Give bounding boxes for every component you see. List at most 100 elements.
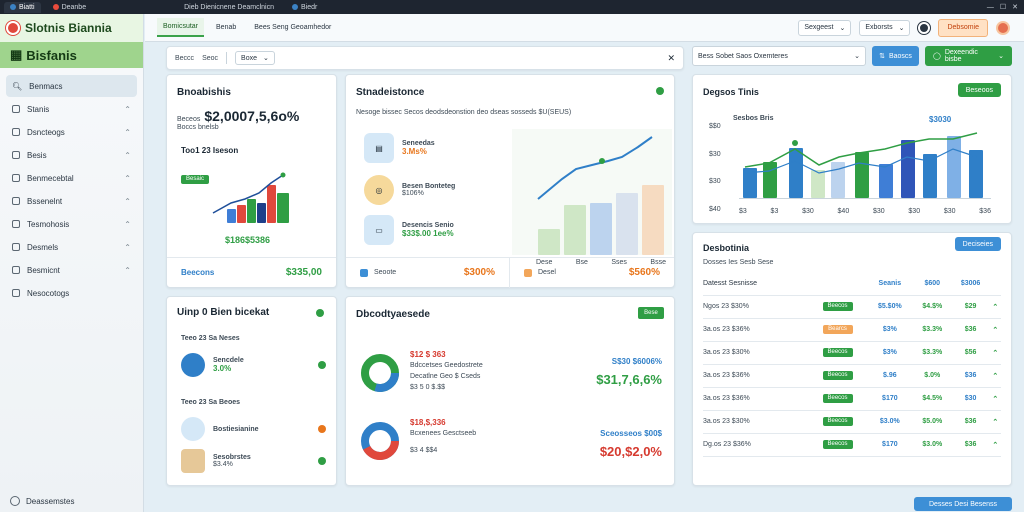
right-select[interactable]: Bess Sobet Saos Oxemteres ⌄ xyxy=(692,46,866,66)
sidebar-item-3[interactable]: Besis ⌃ xyxy=(6,144,137,166)
table-row[interactable]: 3a.os 23 $30% Beecos $3.0% $5.0% $36 ⌃ xyxy=(703,410,1001,434)
avatar[interactable] xyxy=(996,20,1010,35)
gear-icon xyxy=(12,243,20,251)
table-row[interactable]: 3a.os 23 $36% Beecos $.96 $.0% $36 ⌃ xyxy=(703,364,1001,388)
table-cell: $170 xyxy=(866,433,913,457)
chart-bar xyxy=(257,203,266,223)
unit-item[interactable]: Sesobrstes $3.4% xyxy=(181,449,326,473)
status-badge: Beecos xyxy=(822,394,853,403)
table-cell: Beecos xyxy=(808,341,867,365)
badge[interactable]: Beseoos xyxy=(957,83,1001,97)
table-row[interactable]: Dg.os 23 $36% Beecos $170 $3.0% $36 ⌃ xyxy=(703,433,1001,457)
select-1[interactable]: Sexgeest ⌄ xyxy=(798,19,852,36)
chevron-down-icon: ⌄ xyxy=(898,24,905,32)
chevron-icon: ⌃ xyxy=(124,104,131,114)
store-item[interactable]: ◎ Besen Bonteteg $106% xyxy=(364,175,455,205)
tab-1[interactable]: Benab xyxy=(216,24,237,31)
file-icon xyxy=(12,220,20,228)
table-cell: $3% xyxy=(866,318,913,342)
sidebar: Slotnis Biannia ▦ Bisfanis 🔍︎ Benmacs Sta… xyxy=(0,14,144,512)
chevron-up-icon[interactable]: ⌃ xyxy=(989,364,1001,388)
table-row[interactable]: 3a.os 23 $30% Beecos $3% $3.3% $56 ⌃ xyxy=(703,341,1001,365)
chart-bar xyxy=(538,229,560,255)
table-cell: 3a.os 23 $36% xyxy=(703,364,809,388)
right-button-1[interactable]: ⇅ Baoscs xyxy=(872,46,919,66)
store-item[interactable]: ▤ Seneedas 3.Ms% xyxy=(364,133,435,163)
sidebar-item-4[interactable]: Benmecebtal ⌃ xyxy=(6,167,137,189)
sidebar-footer[interactable]: Deassemstes xyxy=(10,496,74,506)
box-icon xyxy=(181,449,205,473)
table-footer-button[interactable]: Desses Desi Besenss xyxy=(914,497,1012,511)
chevron-up-icon[interactable]: ⌃ xyxy=(989,410,1001,434)
chart-bar xyxy=(879,164,893,198)
coin-icon: ◎ xyxy=(364,175,394,205)
unit-item[interactable]: Bostiesianine xyxy=(181,417,326,441)
sidebar-brand[interactable]: ▦ Bisfanis xyxy=(0,42,143,68)
sidebar-item-5[interactable]: Bssenelnt ⌃ xyxy=(6,190,137,212)
check-icon xyxy=(318,457,326,465)
store-item[interactable]: ▭ Desencis Senio $33$.00 1ee% xyxy=(364,215,454,245)
chart-bar xyxy=(237,205,246,223)
minimize-icon[interactable]: — xyxy=(986,3,994,11)
folder-icon xyxy=(12,289,20,297)
tab-2[interactable]: Bees Seng Geoamhedor xyxy=(254,24,332,31)
maximize-icon[interactable]: ☐ xyxy=(999,4,1007,11)
filter-bar: Beccc Seoc Boxe ⌄ ✕ xyxy=(166,46,684,70)
stores-chart xyxy=(512,129,672,255)
app-title: Slotnis Biannia xyxy=(25,21,112,35)
chevron-icon: ⌃ xyxy=(124,242,131,252)
close-window-icon[interactable]: ✕ xyxy=(1012,4,1018,11)
status-badge: Beecos xyxy=(822,302,853,311)
chevron-up-icon[interactable]: ⌃ xyxy=(989,341,1001,365)
chevron-icon: ⌃ xyxy=(124,219,131,229)
chart-bar xyxy=(811,170,825,198)
table-row[interactable]: 3a.os 23 $36% Bearcs $3% $3.3% $36 ⌃ xyxy=(703,318,1001,342)
table-cell: Beecos xyxy=(808,433,867,457)
browser-tab[interactable]: Deanbe xyxy=(47,2,93,13)
table-row[interactable]: 3a.os 23 $36% Beecos $170 $4.5% $30 ⌃ xyxy=(703,387,1001,411)
filter-label: Seoc xyxy=(202,54,219,62)
sidebar-item-6[interactable]: Tesmohosis ⌃ xyxy=(6,213,137,235)
chevron-up-icon[interactable]: ⌃ xyxy=(989,433,1001,457)
table-cell: $3.0% xyxy=(912,433,952,457)
sidebar-item-7[interactable]: Desmels ⌃ xyxy=(6,236,137,258)
chevron-down-icon: ⌄ xyxy=(263,55,269,62)
user-icon[interactable] xyxy=(918,21,931,34)
table-cell: $36 xyxy=(951,318,990,342)
card-title: Desbotinia xyxy=(703,243,750,253)
topbar-button[interactable]: Debsomie xyxy=(938,18,988,37)
table-cell: $3.3% xyxy=(912,341,952,365)
sidebar-item-0[interactable]: 🔍︎ Benmacs xyxy=(6,75,137,97)
trend-line xyxy=(744,132,978,174)
sidebar-item-8[interactable]: Besmicnt ⌃ xyxy=(6,259,137,281)
filter-select[interactable]: Boxe ⌄ xyxy=(235,51,275,65)
table-button[interactable]: Deciseies xyxy=(954,237,1001,251)
select-2[interactable]: Exborsts ⌄ xyxy=(859,19,911,36)
browser-tab[interactable]: Biatti xyxy=(4,1,41,13)
browser-tab[interactable]: Dieb Dienicnene Deamclnicn xyxy=(184,3,274,11)
table-cell: Bearcs xyxy=(808,318,867,342)
right-button-2[interactable]: ◯ Dexeendic bisbe ⌄ xyxy=(925,46,1012,66)
chart-bar xyxy=(227,209,236,223)
sidebar-item-2[interactable]: Dsncteogs ⌃ xyxy=(6,121,137,143)
filter-icon: ⇅ xyxy=(879,53,885,60)
browser-tab[interactable]: Biedr xyxy=(286,2,323,13)
chevron-up-icon[interactable]: ⌃ xyxy=(989,318,1001,342)
chart-bar xyxy=(267,185,276,223)
big-value: $2,0007,5,6o% xyxy=(204,108,300,124)
chevron-up-icon[interactable]: ⌃ xyxy=(989,295,1001,319)
sidebar-item-1[interactable]: Stanis ⌃ xyxy=(6,98,137,120)
chevron-down-icon: ⌄ xyxy=(839,24,846,32)
sidebar-item-9[interactable]: Nesocotogs xyxy=(6,282,137,304)
table-row[interactable]: Ngos 23 $30% Beecos $5.$0% $4.$% $29 ⌃ xyxy=(703,295,1001,319)
unit-card: Uinp 0 Bien bicekat Teeo 23 Sa Neses Sen… xyxy=(166,296,337,486)
tab-0[interactable]: Bomicsutar xyxy=(157,18,205,37)
chevron-up-icon[interactable]: ⌃ xyxy=(989,387,1001,411)
chart-bar xyxy=(743,168,757,198)
list-icon xyxy=(12,105,20,113)
unit-item[interactable]: Sencdele 3.0% xyxy=(181,353,326,377)
y-axis: $$0 $30 $30 $40 xyxy=(709,123,721,213)
check-icon xyxy=(318,361,326,369)
table-cell: $29 xyxy=(951,295,990,319)
close-icon[interactable]: ✕ xyxy=(667,52,675,63)
